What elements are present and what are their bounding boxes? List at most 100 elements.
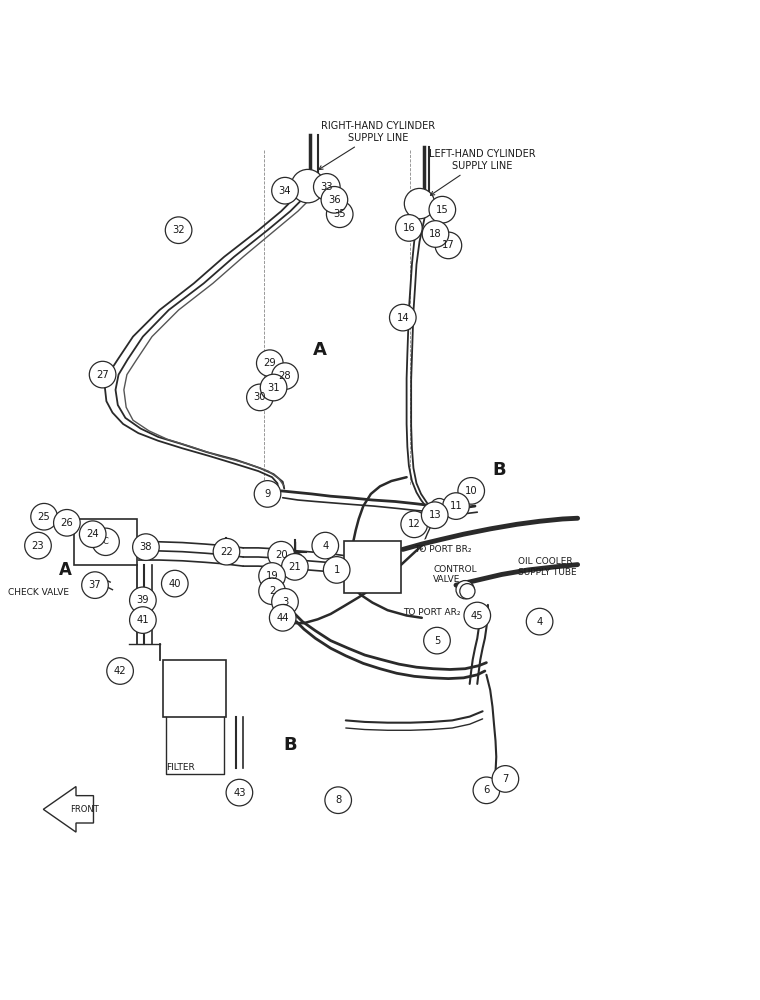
Circle shape — [312, 532, 338, 559]
Text: 9: 9 — [264, 489, 271, 499]
Circle shape — [291, 169, 325, 203]
Circle shape — [421, 502, 448, 528]
Circle shape — [321, 187, 347, 213]
Text: 4: 4 — [322, 541, 328, 551]
Text: 21: 21 — [289, 562, 301, 572]
Text: 39: 39 — [137, 595, 149, 605]
Text: C: C — [103, 537, 109, 546]
Text: 43: 43 — [233, 788, 245, 798]
Text: 19: 19 — [266, 571, 278, 581]
Text: 41: 41 — [137, 615, 149, 625]
Circle shape — [272, 589, 298, 615]
Text: 16: 16 — [403, 223, 415, 233]
Text: A: A — [59, 561, 72, 579]
Text: 15: 15 — [436, 205, 448, 215]
Circle shape — [435, 232, 461, 259]
Circle shape — [325, 787, 351, 814]
Text: 17: 17 — [442, 240, 454, 250]
Bar — [344, 541, 401, 593]
Text: B: B — [283, 736, 297, 754]
Text: 44: 44 — [277, 613, 289, 623]
Text: B: B — [492, 461, 506, 479]
Circle shape — [254, 481, 281, 507]
Text: TO PORT AR₂: TO PORT AR₂ — [403, 608, 461, 617]
Circle shape — [389, 304, 416, 331]
Circle shape — [327, 201, 353, 228]
Circle shape — [281, 554, 309, 580]
Circle shape — [219, 542, 234, 557]
Text: 26: 26 — [61, 518, 73, 528]
Text: 13: 13 — [429, 510, 441, 520]
Text: 6: 6 — [483, 785, 489, 795]
Circle shape — [464, 602, 491, 629]
Text: FRONT: FRONT — [70, 805, 99, 814]
Text: 2: 2 — [269, 586, 275, 596]
Text: RIGHT-HAND CYLINDER
SUPPLY LINE: RIGHT-HAND CYLINDER SUPPLY LINE — [318, 121, 435, 170]
Text: 45: 45 — [471, 611, 483, 621]
Text: TO PORT BR₂: TO PORT BR₂ — [414, 545, 472, 554]
Bar — [74, 519, 137, 565]
Text: 3: 3 — [282, 597, 288, 607]
Circle shape — [92, 528, 119, 555]
Text: A: A — [313, 341, 327, 359]
Circle shape — [258, 563, 286, 589]
Circle shape — [313, 174, 340, 200]
Text: OIL COOLER
SUPPLY TUBE: OIL COOLER SUPPLY TUBE — [518, 557, 577, 577]
Circle shape — [246, 384, 274, 411]
Text: 20: 20 — [275, 550, 287, 560]
Text: 12: 12 — [408, 519, 420, 529]
Text: 24: 24 — [87, 529, 99, 539]
Circle shape — [442, 493, 470, 519]
Text: CHECK VALVE: CHECK VALVE — [8, 588, 68, 597]
Text: CONTROL
VALVE: CONTROL VALVE — [433, 565, 477, 584]
Circle shape — [129, 587, 157, 614]
Circle shape — [458, 478, 485, 504]
Text: 7: 7 — [502, 774, 508, 784]
Text: 1: 1 — [334, 565, 340, 575]
Text: 18: 18 — [429, 229, 442, 239]
Text: 40: 40 — [169, 579, 181, 589]
Text: 22: 22 — [220, 547, 233, 557]
Circle shape — [527, 608, 553, 635]
Circle shape — [79, 521, 106, 548]
Circle shape — [460, 584, 475, 599]
Circle shape — [492, 766, 518, 792]
Circle shape — [404, 188, 435, 219]
Text: 30: 30 — [254, 392, 266, 402]
Circle shape — [226, 779, 253, 806]
Text: 14: 14 — [397, 313, 409, 323]
Text: 29: 29 — [264, 358, 276, 368]
Circle shape — [269, 604, 296, 631]
Circle shape — [272, 363, 298, 389]
Text: 8: 8 — [335, 795, 341, 805]
Polygon shape — [43, 787, 93, 832]
Circle shape — [430, 498, 448, 517]
Text: 4: 4 — [537, 617, 543, 627]
Text: 5: 5 — [434, 636, 440, 646]
Circle shape — [456, 581, 474, 599]
Text: LEFT-HAND CYLINDER
SUPPLY LINE: LEFT-HAND CYLINDER SUPPLY LINE — [429, 149, 536, 195]
Circle shape — [132, 534, 160, 560]
Circle shape — [272, 177, 298, 204]
Circle shape — [90, 361, 116, 388]
Text: FILTER: FILTER — [166, 763, 195, 772]
Circle shape — [473, 777, 500, 804]
Circle shape — [129, 607, 157, 633]
Text: 11: 11 — [450, 501, 462, 511]
Circle shape — [82, 572, 109, 598]
Circle shape — [161, 570, 188, 597]
Circle shape — [258, 578, 286, 604]
Circle shape — [256, 350, 283, 376]
Circle shape — [423, 627, 450, 654]
Circle shape — [24, 532, 52, 559]
Circle shape — [213, 538, 240, 565]
Text: 31: 31 — [268, 383, 280, 393]
Circle shape — [401, 511, 428, 538]
Circle shape — [53, 510, 81, 536]
Circle shape — [324, 557, 350, 583]
Text: 42: 42 — [114, 666, 126, 676]
Bar — [163, 660, 226, 717]
Text: 38: 38 — [140, 542, 152, 552]
Text: 28: 28 — [279, 371, 291, 381]
Text: 35: 35 — [334, 209, 346, 219]
